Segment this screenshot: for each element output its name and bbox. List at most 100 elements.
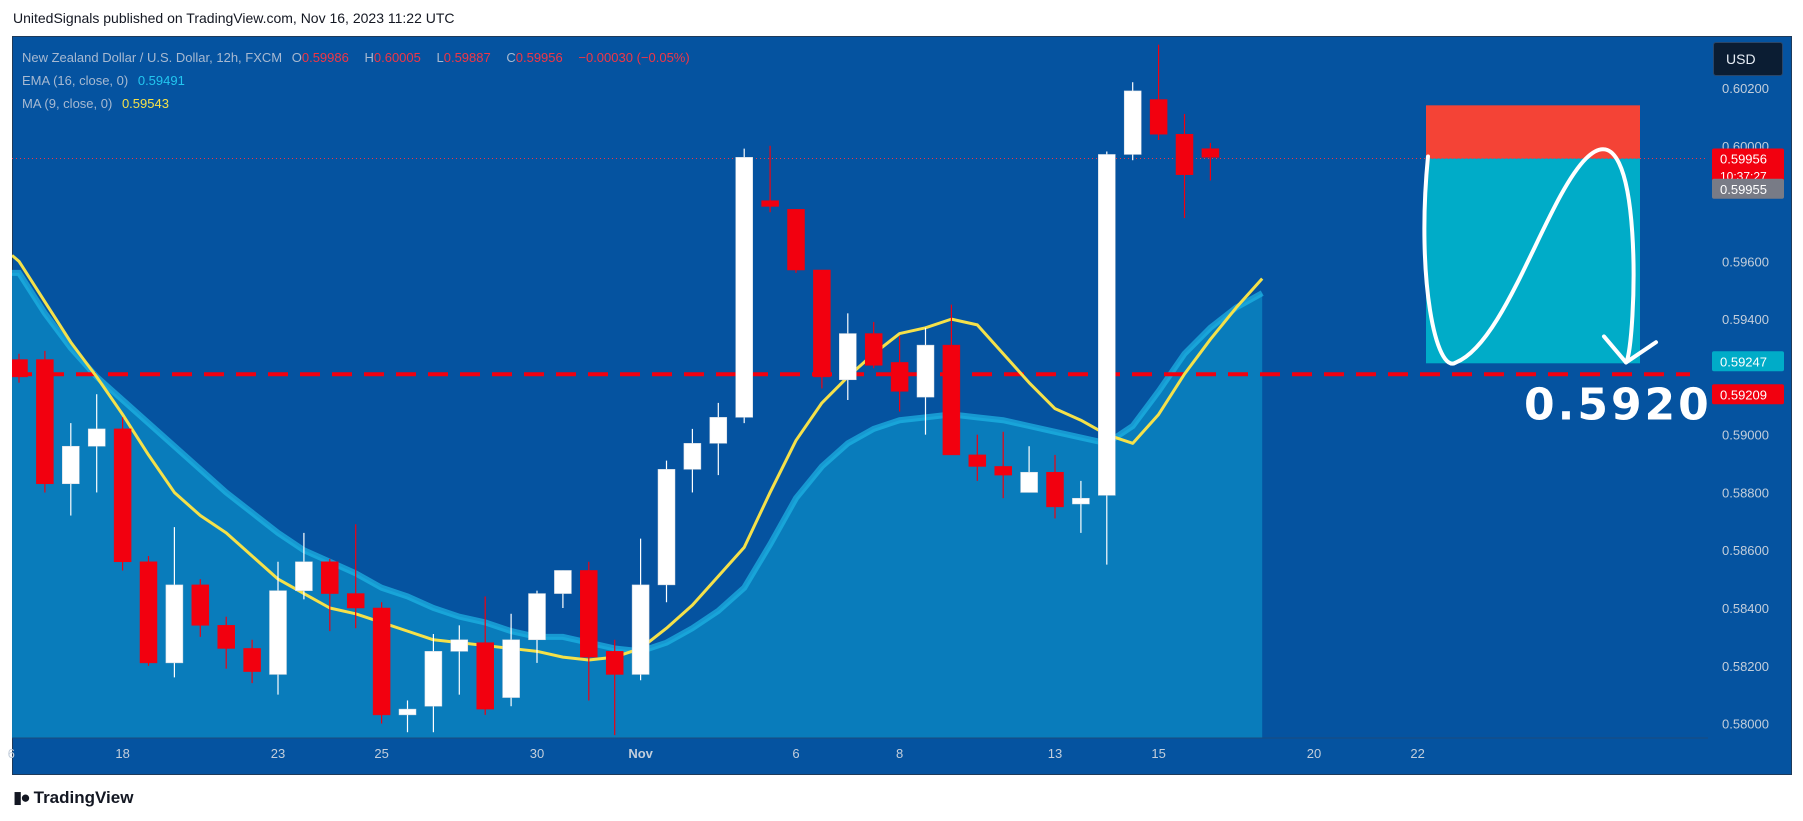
candle-body bbox=[243, 648, 261, 672]
x-tick-label: 25 bbox=[374, 746, 388, 761]
candle-body bbox=[424, 651, 443, 707]
y-tick-label: 0.59600 bbox=[1722, 254, 1769, 269]
ema-value: 0.59491 bbox=[137, 73, 185, 88]
y-tick-label: 0.58800 bbox=[1722, 485, 1769, 500]
candle bbox=[424, 634, 443, 733]
candle-body bbox=[631, 584, 650, 675]
x-tick-label: 13 bbox=[1048, 746, 1062, 761]
candle-body bbox=[994, 466, 1012, 476]
candle-body bbox=[113, 428, 132, 563]
candle-body bbox=[295, 561, 313, 591]
open-value: 0.59986 bbox=[301, 50, 349, 65]
candle bbox=[372, 602, 391, 724]
y-tick-label: 0.58000 bbox=[1722, 717, 1769, 732]
take-profit-zone bbox=[1426, 158, 1640, 364]
candle-body bbox=[528, 593, 546, 641]
ma-value: 0.59543 bbox=[121, 96, 169, 111]
candle bbox=[476, 596, 494, 715]
candle bbox=[683, 428, 702, 493]
price-annotation: 0.5920 bbox=[1524, 379, 1712, 430]
y-tick-label: 0.60200 bbox=[1722, 81, 1769, 96]
candle-body bbox=[1175, 133, 1194, 175]
x-tick-label: 15 bbox=[1151, 746, 1165, 761]
candle bbox=[890, 336, 909, 412]
price-label-text: 0.59209 bbox=[1720, 387, 1767, 402]
candle-body bbox=[62, 445, 80, 485]
candle-body bbox=[813, 269, 831, 378]
candle bbox=[346, 524, 365, 629]
candle bbox=[1123, 82, 1142, 161]
candle bbox=[502, 613, 520, 707]
tradingview-brand[interactable]: ▮● TradingView bbox=[13, 788, 134, 807]
y-tick-label: 0.59000 bbox=[1722, 428, 1769, 443]
candle bbox=[554, 570, 572, 608]
candle-body bbox=[735, 157, 753, 418]
price-label-text: 0.59247 bbox=[1720, 354, 1767, 369]
price-label: 0.59209 bbox=[1712, 384, 1784, 405]
price-label: 0.59955 bbox=[1712, 178, 1784, 199]
candle-body bbox=[165, 584, 184, 664]
candle bbox=[243, 639, 261, 684]
price-label-text: 0.59956 bbox=[1720, 151, 1767, 166]
candle-body bbox=[321, 561, 339, 594]
candle bbox=[321, 558, 339, 632]
candle-body bbox=[1020, 471, 1038, 493]
candle-body bbox=[968, 454, 987, 467]
candle bbox=[165, 527, 184, 678]
legend-ema[interactable]: EMA (16, close, 0) 0.59491 bbox=[22, 73, 185, 88]
ma-line bbox=[12, 254, 1264, 662]
candle-body bbox=[554, 570, 572, 594]
candle bbox=[450, 625, 469, 695]
plot-area bbox=[12, 44, 1708, 738]
candle-body bbox=[12, 359, 28, 378]
candle-body bbox=[1201, 148, 1220, 158]
candle-body bbox=[372, 607, 391, 716]
candle-body bbox=[657, 469, 676, 586]
candle bbox=[994, 431, 1012, 499]
candle bbox=[62, 423, 80, 516]
candle bbox=[787, 209, 805, 273]
candle bbox=[761, 145, 779, 213]
y-tick-label: 0.58600 bbox=[1722, 543, 1769, 558]
candle bbox=[968, 434, 987, 481]
price-label-box bbox=[1712, 351, 1784, 372]
chart-legend: New Zealand Dollar / U.S. Dollar, 12h, F… bbox=[22, 46, 696, 115]
candle-body bbox=[709, 417, 728, 444]
candle-body bbox=[87, 428, 106, 447]
legend-ma[interactable]: MA (9, close, 0) 0.59543 bbox=[22, 96, 169, 111]
change-value: −0.00030 (−0.05%) bbox=[578, 50, 690, 65]
close-value: 0.59956 bbox=[515, 50, 563, 65]
candle bbox=[269, 561, 287, 695]
currency-button[interactable]: USD bbox=[1713, 42, 1783, 76]
candle-body bbox=[269, 590, 287, 675]
candle bbox=[1175, 114, 1194, 218]
price-label: 0.59247 bbox=[1712, 351, 1784, 372]
y-tick-label: 0.58400 bbox=[1722, 601, 1769, 616]
candle-body bbox=[398, 708, 417, 716]
candle-body bbox=[839, 333, 857, 381]
candle-body bbox=[217, 625, 235, 649]
price-label-box bbox=[1712, 148, 1784, 187]
price-label-box bbox=[1712, 384, 1784, 405]
candle bbox=[580, 561, 598, 701]
candle bbox=[87, 394, 106, 493]
candle bbox=[217, 616, 235, 669]
candle-body bbox=[916, 344, 935, 398]
candle-body bbox=[191, 584, 210, 626]
x-tick-label: 18 bbox=[115, 746, 129, 761]
candle bbox=[295, 532, 313, 600]
candle bbox=[916, 327, 935, 435]
candle-body bbox=[761, 200, 779, 207]
candle-body bbox=[890, 362, 909, 392]
candle-body bbox=[1098, 154, 1116, 496]
candle-body bbox=[36, 359, 54, 485]
candle-body bbox=[605, 651, 624, 675]
low-value: 0.59887 bbox=[443, 50, 491, 65]
x-tick-label: 22 bbox=[1410, 746, 1424, 761]
symbol-title[interactable]: New Zealand Dollar / U.S. Dollar, 12h, F… bbox=[22, 50, 283, 65]
candle bbox=[191, 579, 210, 637]
candle bbox=[1149, 44, 1168, 140]
candle bbox=[1020, 446, 1038, 493]
candle-body bbox=[1123, 90, 1142, 155]
